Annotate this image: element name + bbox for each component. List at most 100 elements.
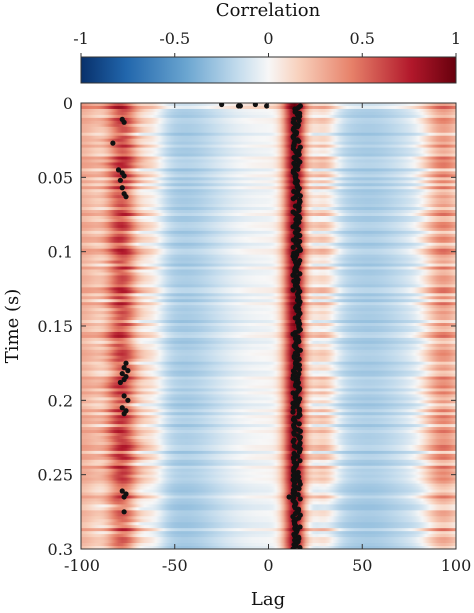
peak-marker [264, 103, 270, 109]
y-axis: 0 0.05 0.1 0.15 0.2 0.25 0.3 [37, 94, 456, 559]
peak-marker [117, 379, 123, 386]
heatmap-row [81, 528, 456, 532]
heatmap-row [81, 117, 456, 122]
heatmap-row [81, 242, 456, 247]
ridge-marker [290, 196, 296, 202]
heatmap-row [81, 525, 456, 529]
heatmap-row [81, 314, 456, 318]
heatmap-row [81, 534, 456, 538]
heatmap-row [81, 168, 456, 172]
heatmap-row [81, 162, 456, 167]
heatmap-row [81, 334, 456, 339]
heatmap-row [81, 453, 456, 458]
heatmap-row [81, 284, 456, 288]
ridge-marker [291, 533, 298, 539]
heatmap-row [81, 352, 456, 357]
colorbar-gradient [80, 56, 457, 84]
y-tick-label: 0.05 [37, 168, 73, 187]
heatmap-row [81, 540, 456, 544]
heatmap-row [81, 207, 456, 211]
heatmap-row [81, 537, 456, 541]
colorbar-tick-label: 0 [263, 29, 273, 48]
ridge-marker [296, 436, 303, 442]
heatmap-row [81, 456, 456, 461]
heatmap-row [81, 447, 456, 452]
heatmap-row [81, 483, 456, 488]
heatmap-row [81, 198, 456, 202]
heatmap-row [81, 156, 456, 161]
heatmap-row [81, 337, 456, 342]
colorbar-tick-label: 1 [451, 29, 461, 48]
heatmap-row [81, 326, 456, 330]
peak-marker [119, 488, 125, 494]
ridge-marker [290, 438, 296, 445]
heatmap-row [81, 507, 456, 511]
heatmap-row [81, 201, 456, 205]
heatmap-row [81, 370, 456, 375]
heatmap-row [81, 323, 456, 327]
heatmap-row [81, 171, 456, 175]
heatmap-row [81, 147, 456, 152]
heatmap-row [81, 108, 456, 113]
heatmap-row [81, 364, 456, 369]
heatmap-row [81, 343, 456, 348]
heatmap-row [81, 153, 456, 158]
heatmap-row [81, 421, 456, 425]
ridge-marker [290, 400, 296, 406]
heatmap-row [81, 302, 456, 306]
peak-marker [286, 494, 292, 500]
heatmap-row [81, 123, 456, 128]
ridge-marker [290, 405, 296, 411]
heatmap-row [81, 308, 456, 312]
peak-marker [119, 370, 125, 377]
ridge-marker [297, 428, 303, 434]
ridge-marker [290, 546, 296, 549]
colorbar: Correlation -1 -0.5 0 0.5 1 [73, 0, 461, 84]
heatmap-row [81, 159, 456, 164]
peak-marker [121, 393, 127, 399]
heatmap-row [81, 444, 456, 449]
x-tick-label: 0 [263, 556, 273, 575]
y-tick-label: 0 [63, 94, 73, 113]
heatmap-row [81, 459, 456, 464]
heatmap-row [81, 281, 456, 285]
heatmap-row [81, 275, 456, 280]
ridge-marker [290, 244, 296, 250]
peak-marker [125, 397, 131, 403]
heatmap-row [81, 129, 456, 134]
y-tick-label: 0.15 [37, 317, 73, 336]
heatmap-row [81, 474, 456, 479]
y-tick-label: 0.1 [48, 243, 73, 262]
peak-marker [110, 140, 116, 146]
peak-marker [115, 167, 122, 173]
heatmap-row [81, 385, 456, 390]
heatmap-row [81, 305, 456, 309]
heatmap-row [81, 450, 456, 455]
heatmap-row [81, 391, 456, 395]
heatmap-row [81, 373, 456, 378]
colorbar-tick-label: 0.5 [350, 29, 375, 48]
peak-marker [123, 360, 129, 366]
heatmap-row [81, 254, 456, 259]
heatmap-row [81, 424, 456, 428]
heatmap-row [81, 132, 456, 137]
heatmap-row [81, 195, 456, 199]
heatmap-row [81, 328, 456, 333]
ridge-marker [296, 449, 303, 455]
heatmap-row [81, 266, 456, 271]
x-tick-label: 50 [352, 556, 372, 575]
ridge-marker [296, 421, 302, 427]
ridge-marker [296, 207, 302, 214]
heatmap-row [81, 204, 456, 208]
heatmap-row [81, 409, 456, 413]
ridge-marker [297, 193, 303, 199]
peak-marker [121, 411, 127, 417]
heatmap-row [81, 165, 456, 170]
peak-marker [121, 376, 127, 383]
heatmap-row [81, 233, 456, 238]
ridge-marker [295, 166, 301, 172]
heatmap-row [81, 436, 456, 440]
heatmap-row [81, 522, 456, 526]
heatmap-row [81, 492, 456, 497]
